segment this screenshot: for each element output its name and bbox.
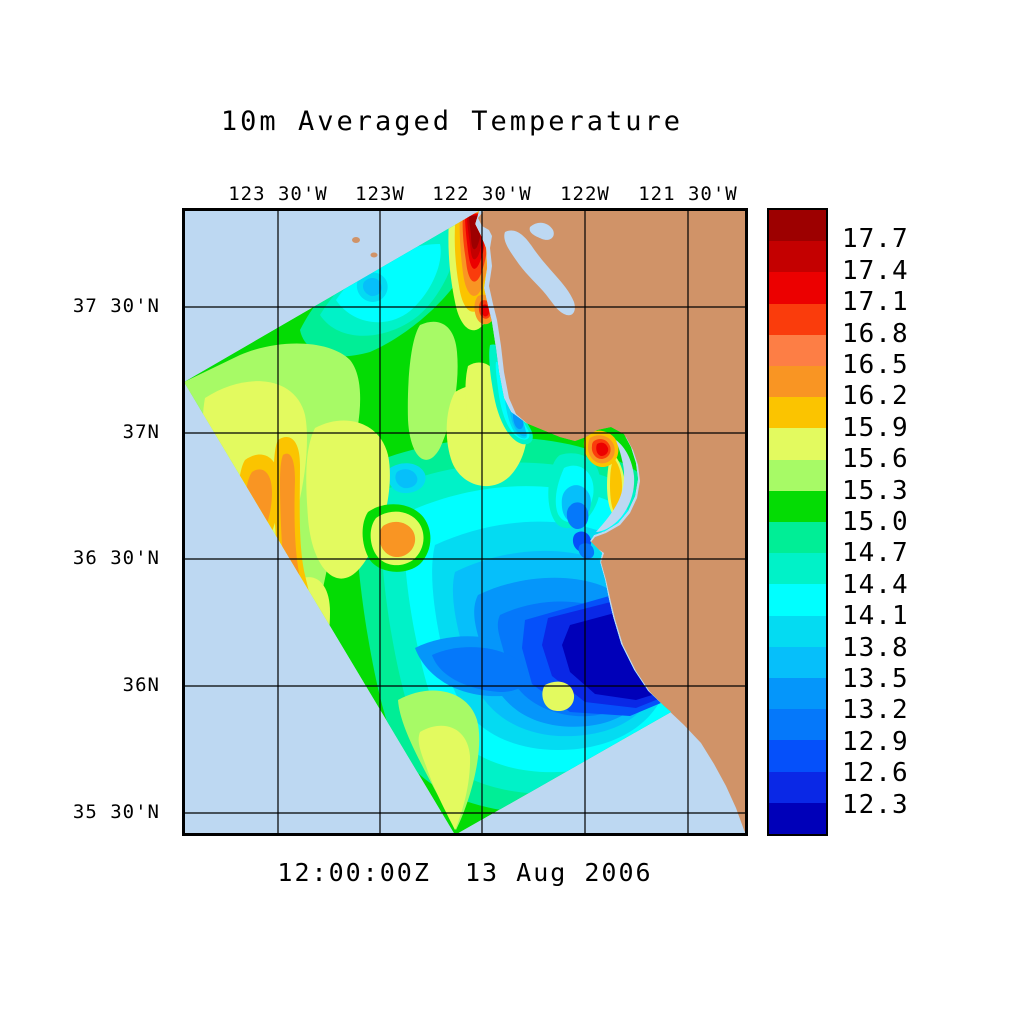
colorbar-tick-label: 13.2 — [842, 695, 909, 726]
x-axis-label-123-30w: 123 30'W — [228, 183, 328, 205]
colorbar-tick-label: 13.8 — [842, 632, 909, 663]
colorbar-band — [769, 709, 826, 741]
page-title: 10m Averaged Temperature — [220, 106, 684, 137]
colorbar-band — [769, 241, 826, 273]
colorbar-tick-label: 12.9 — [842, 726, 909, 757]
colorbar-tick-label: 15.6 — [842, 444, 909, 475]
colorbar-tick-label: 17.7 — [842, 224, 909, 255]
x-axis-label-122-30w: 122 30'W — [432, 183, 532, 205]
colorbar-tick-label: 17.1 — [842, 287, 909, 318]
y-axis-label-37n: 37N — [122, 421, 160, 443]
colorbar-band — [769, 366, 826, 398]
colorbar-band — [769, 646, 826, 679]
graticule-gridlines — [182, 208, 748, 836]
y-axis-label-36-30n: 36 30'N — [72, 547, 160, 569]
colorbar-band — [769, 678, 826, 710]
colorbar-tick-label: 15.3 — [842, 475, 909, 506]
colorbar-band — [769, 303, 826, 335]
colorbar-band — [769, 802, 826, 835]
farallon-islet-2 — [370, 252, 378, 258]
san-francisco-bay — [504, 230, 575, 316]
colorbar-band — [769, 334, 826, 367]
x-axis-label-122w: 122W — [560, 183, 610, 205]
x-axis-label-121-30w: 121 30'W — [638, 183, 738, 205]
san-pablo-bay — [529, 222, 554, 240]
colorbar-band — [769, 740, 826, 772]
colorbar-tick-label: 14.4 — [842, 569, 909, 600]
colorbar-band — [769, 397, 826, 429]
colorbar-band — [769, 490, 826, 523]
colorbar-band — [769, 584, 826, 616]
y-axis-label-37-30n: 37 30'N — [72, 295, 160, 317]
colorbar-band — [769, 428, 826, 460]
colorbar-band — [769, 522, 826, 554]
colorbar-tick-label: 14.7 — [842, 538, 909, 569]
colorbar-tick-label: 12.3 — [842, 789, 909, 820]
colorbar-tick-label: 17.4 — [842, 255, 909, 286]
colorbar-tick-label: 16.2 — [842, 381, 909, 412]
california-land — [478, 208, 748, 836]
colorbar-tick-label: 16.5 — [842, 350, 909, 380]
colorbar-tick-label: 16.8 — [842, 318, 909, 349]
colorbar-tick-label: 14.1 — [842, 601, 909, 632]
x-axis-label-123w: 123W — [355, 183, 405, 205]
colorbar-band — [769, 553, 826, 585]
timestamp-label: 12:00:00Z 13 Aug 2006 — [277, 858, 653, 887]
y-axis-label-35-30n: 35 30'N — [72, 801, 160, 823]
colorbar-band — [769, 272, 826, 304]
colorbar-tick-label: 12.6 — [842, 758, 909, 789]
colorbar — [767, 208, 828, 836]
colorbar-band — [769, 459, 826, 491]
colorbar-band — [769, 210, 826, 242]
map-plot-area — [182, 208, 748, 836]
colorbar-tick-label: 15.9 — [842, 412, 909, 443]
colorbar-tick-label: 13.5 — [842, 664, 909, 694]
colorbar-band — [769, 771, 826, 803]
plot-frame — [182, 208, 748, 836]
farallon-islet-1 — [352, 237, 360, 243]
monterey-bay-shore-strip — [596, 440, 635, 532]
colorbar-band — [769, 615, 826, 647]
colorbar-tick-label: 15.0 — [842, 507, 909, 537]
y-axis-label-36n: 36N — [122, 674, 160, 696]
